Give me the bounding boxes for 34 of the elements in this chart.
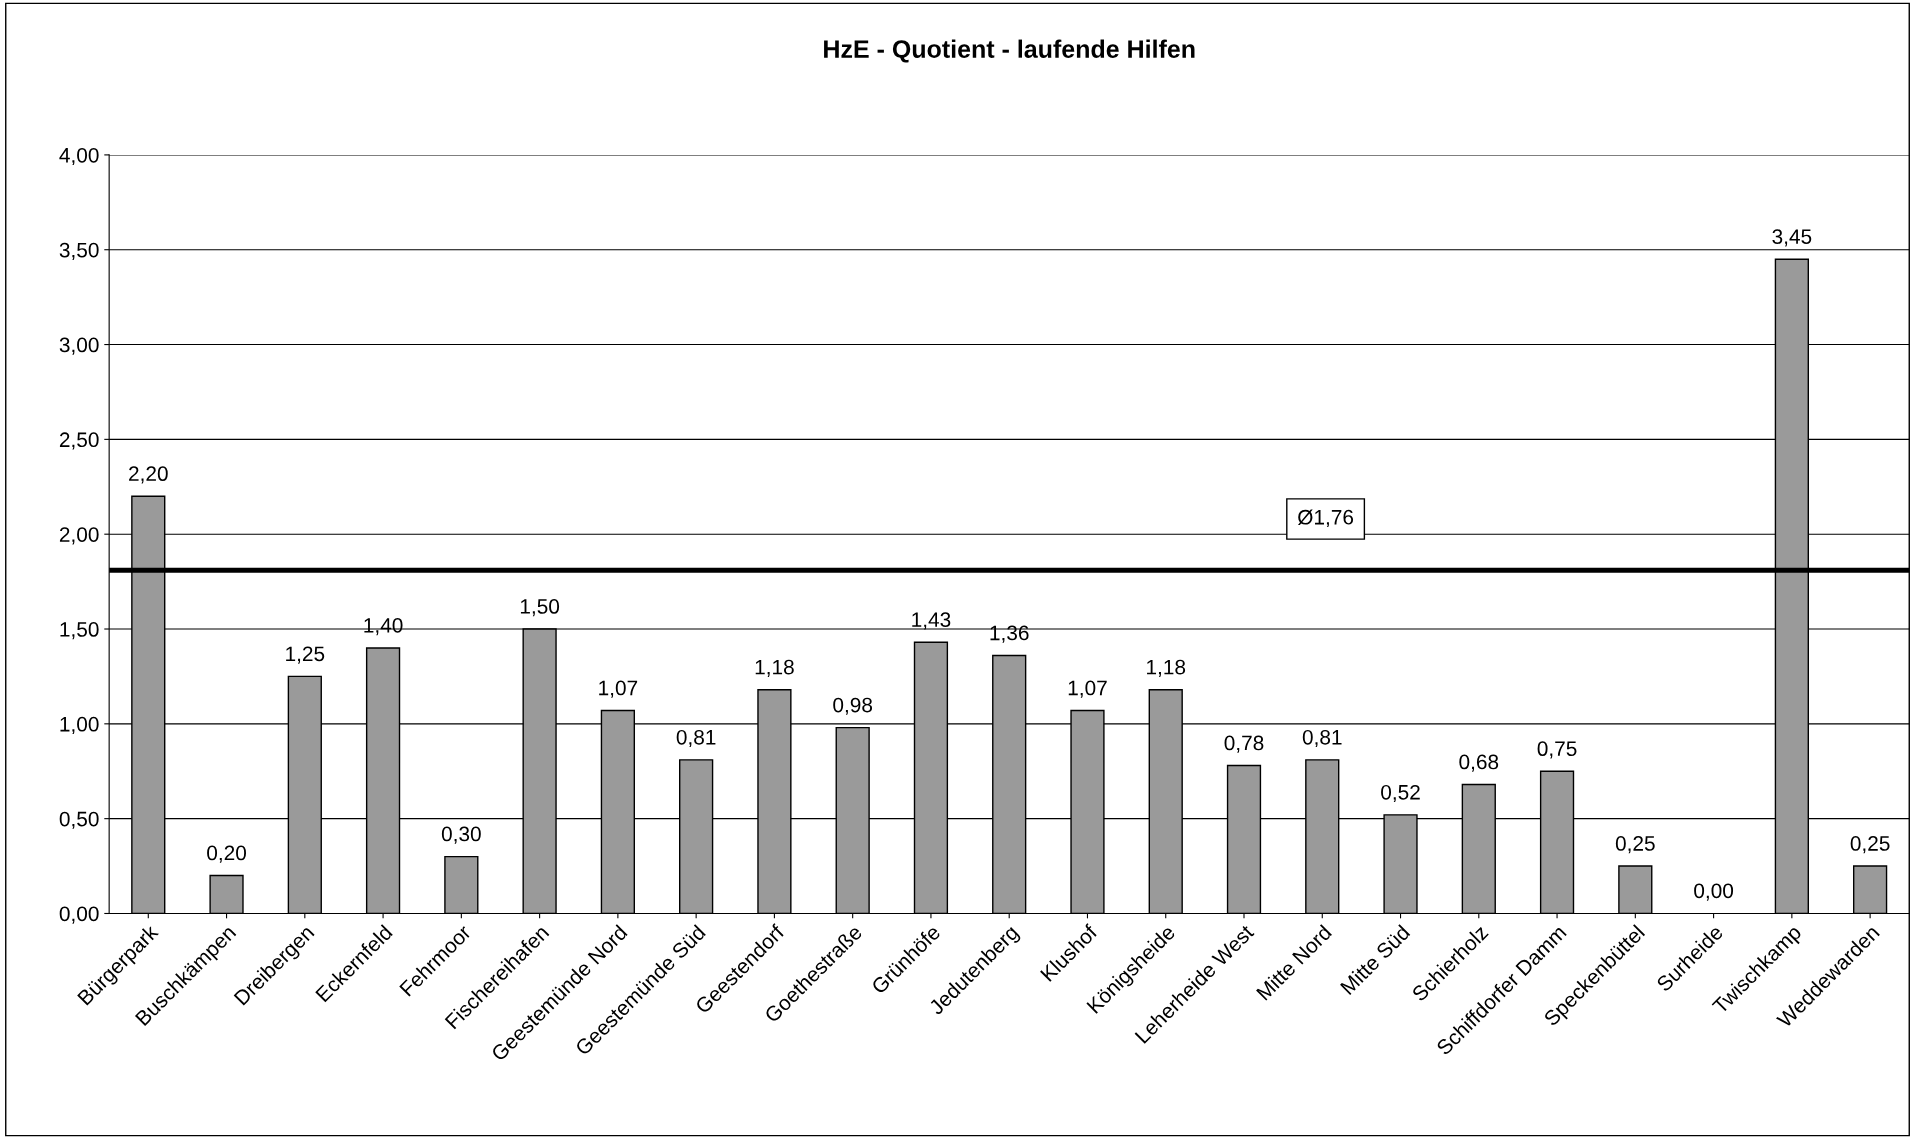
data-label: 2,20 [129, 466, 168, 484]
data-label: 1,07 [599, 680, 638, 698]
chart-title: HzE - Quotient - laufende Hilfen [824, 39, 1195, 63]
data-label: 0,25 [1850, 836, 1890, 854]
data-label: 0,30 [441, 826, 481, 844]
y-tick-label: 4,00 [59, 147, 99, 166]
data-label: 0,25 [1615, 836, 1655, 854]
data-label: 0,68 [1459, 754, 1499, 772]
data-label: 0,00 [1694, 883, 1734, 901]
y-tick-label: 0,50 [59, 811, 99, 829]
data-label: 1,43 [912, 612, 951, 630]
y-tick-label: 2,00 [59, 527, 99, 545]
data-label: 1,36 [990, 625, 1029, 643]
data-label: 1,50 [520, 599, 560, 617]
data-label: 0,75 [1537, 741, 1577, 759]
data-label: 0,78 [1224, 735, 1264, 753]
data-label: 0,98 [833, 697, 873, 715]
data-label: 0,81 [1302, 729, 1342, 748]
y-tick-label: 1,50 [60, 622, 99, 640]
data-label: 1,40 [364, 618, 403, 636]
data-label: 3,45 [1772, 229, 1812, 247]
data-label: 0,52 [1381, 784, 1420, 803]
data-label: 0,81 [676, 729, 716, 748]
y-tick-label: 3,50 [59, 242, 99, 260]
y-tick-label: 1,00 [60, 716, 99, 735]
data-label: 0,20 [207, 845, 247, 863]
data-label: 1,18 [1147, 659, 1186, 677]
y-tick-label: 3,00 [59, 337, 99, 355]
ref-line-label: Ø1,76 [1297, 509, 1354, 528]
y-tick-label: 0,00 [59, 906, 99, 924]
data-label: 1,07 [1068, 680, 1107, 698]
data-label: 1,25 [286, 646, 325, 664]
y-tick-label: 2,50 [59, 432, 99, 450]
data-label: 1,18 [755, 659, 794, 677]
